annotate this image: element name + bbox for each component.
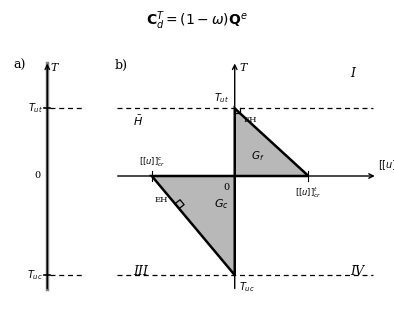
- Text: $T_{ut}$: $T_{ut}$: [28, 101, 43, 115]
- Text: T: T: [239, 63, 247, 73]
- Text: I: I: [350, 67, 355, 80]
- Text: $G_c$: $G_c$: [214, 198, 228, 212]
- Text: a): a): [13, 59, 26, 72]
- Text: $T_{uc}$: $T_{uc}$: [27, 268, 43, 282]
- Text: $T_{ut}$: $T_{ut}$: [214, 91, 229, 105]
- Text: 0: 0: [223, 183, 229, 192]
- Text: $[[u]]^t_{cr}$: $[[u]]^t_{cr}$: [295, 185, 322, 200]
- Text: $T_{uc}$: $T_{uc}$: [239, 281, 255, 294]
- Text: $[[u]]^c_{cr}$: $[[u]]^c_{cr}$: [139, 155, 165, 169]
- Text: $\bar{H}$: $\bar{H}$: [133, 114, 143, 128]
- Text: EH: EH: [243, 116, 257, 124]
- Text: 0: 0: [35, 172, 41, 180]
- Text: EH: EH: [155, 196, 168, 204]
- Text: b): b): [115, 59, 128, 72]
- Text: $\mathbf{C}_d^T = (1-\omega)\mathbf{Q}^e$: $\mathbf{C}_d^T = (1-\omega)\mathbf{Q}^e…: [146, 10, 248, 32]
- Text: $G_f$: $G_f$: [251, 149, 264, 163]
- Text: IV: IV: [350, 265, 364, 278]
- Polygon shape: [235, 108, 309, 176]
- Text: T: T: [50, 63, 58, 73]
- Polygon shape: [152, 176, 235, 275]
- Text: III: III: [133, 265, 149, 278]
- Text: $[[u]]$: $[[u]]$: [379, 159, 394, 172]
